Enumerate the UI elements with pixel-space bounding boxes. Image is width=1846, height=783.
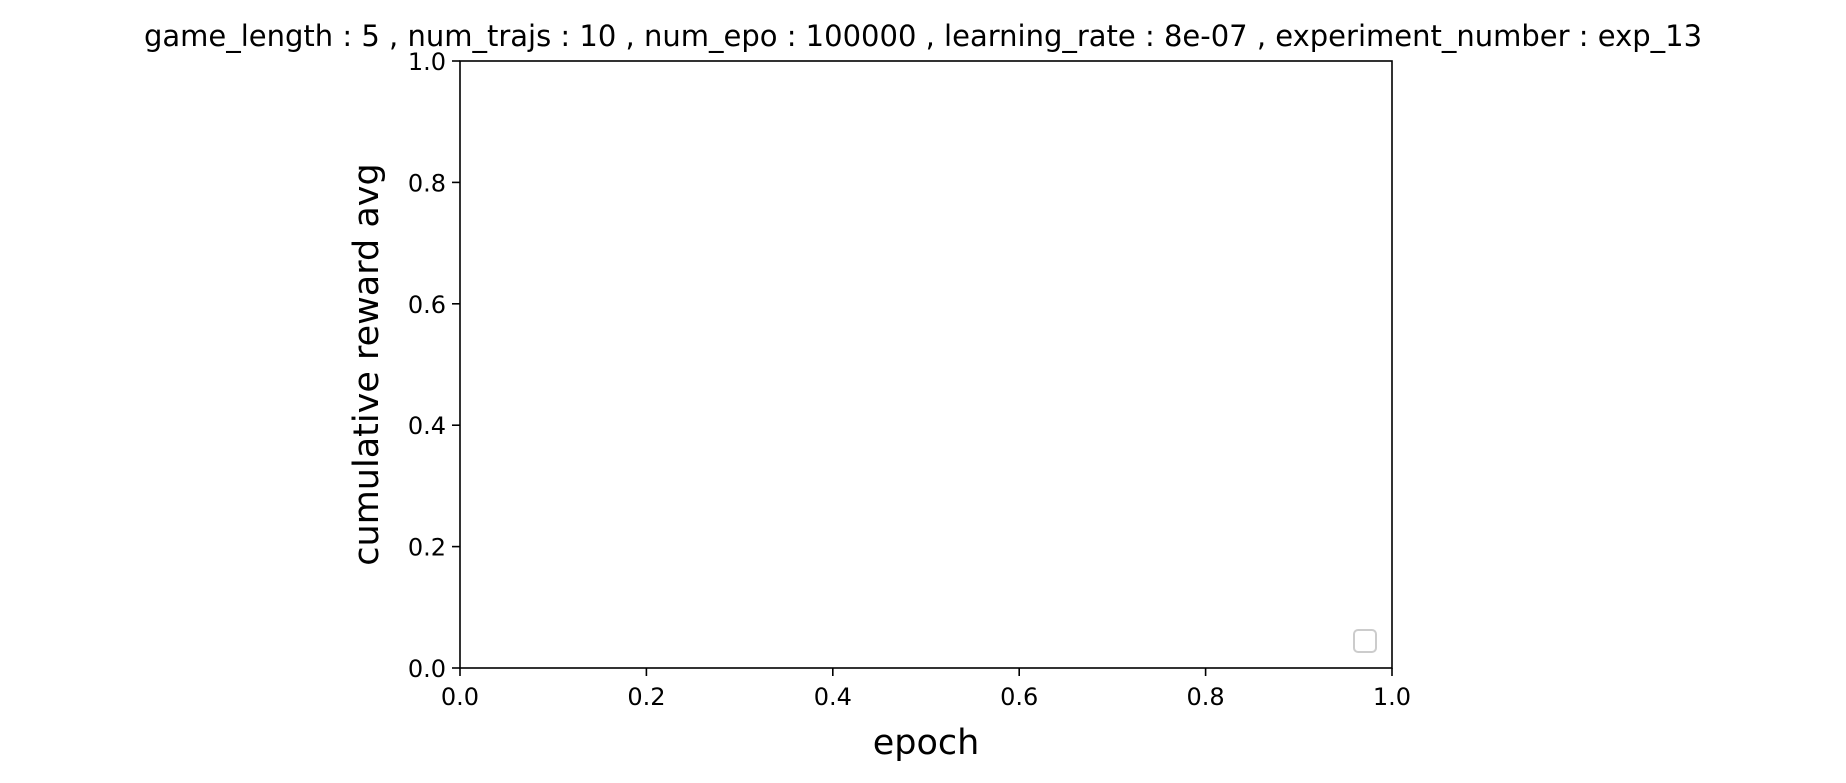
x-tick-label: 0.0 bbox=[441, 683, 479, 711]
chart-title: game_length : 5 , num_trajs : 10 , num_e… bbox=[144, 19, 1702, 53]
x-axis-ticks: 0.0 0.2 0.4 0.6 0.8 1.0 bbox=[441, 668, 1411, 711]
plot-area bbox=[460, 61, 1392, 668]
y-tick-label: 0.0 bbox=[408, 655, 446, 683]
y-axis-ticks: 0.0 0.2 0.4 0.6 0.8 1.0 bbox=[408, 48, 460, 683]
x-tick-label: 0.6 bbox=[1000, 683, 1038, 711]
x-tick-label: 0.4 bbox=[814, 683, 852, 711]
y-tick-label: 0.2 bbox=[408, 534, 446, 562]
plot-frame bbox=[459, 60, 1393, 669]
y-tick-label: 0.4 bbox=[408, 412, 446, 440]
legend bbox=[1353, 629, 1377, 653]
y-tick-label: 1.0 bbox=[408, 48, 446, 76]
y-tick-label: 0.6 bbox=[408, 291, 446, 319]
y-axis-label: cumulative reward avg bbox=[347, 163, 387, 565]
y-tick-label: 0.8 bbox=[408, 169, 446, 197]
x-tick-label: 1.0 bbox=[1373, 683, 1411, 711]
x-tick-label: 0.2 bbox=[627, 683, 665, 711]
x-axis-label: epoch bbox=[873, 723, 980, 763]
x-tick-label: 0.8 bbox=[1187, 683, 1225, 711]
